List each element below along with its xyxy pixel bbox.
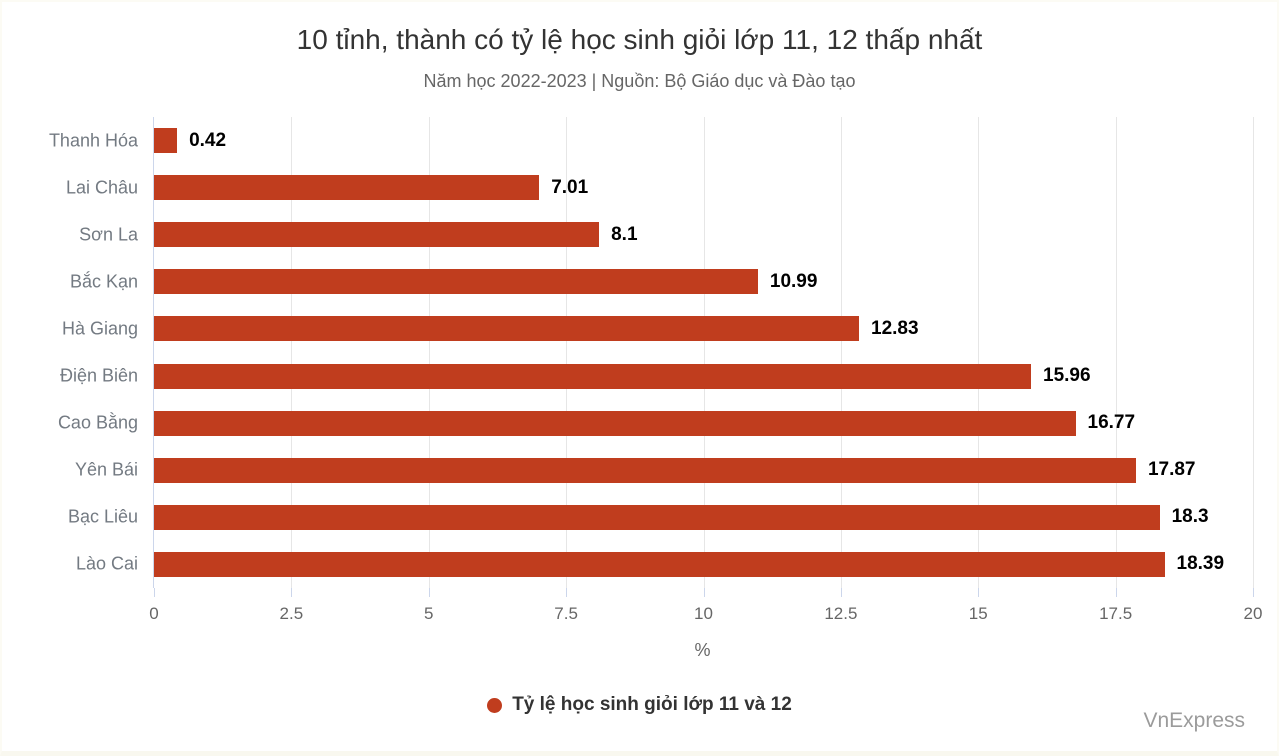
bar[interactable] xyxy=(154,128,178,154)
category-label: Sơn La xyxy=(79,224,138,245)
gridline xyxy=(291,117,293,588)
chart-title: 10 tỉnh, thành có tỷ lệ học sinh giỏi lớ… xyxy=(296,24,983,55)
value-label: 17.87 xyxy=(1147,459,1196,481)
x-axis-tick-label: 5 xyxy=(424,604,434,623)
x-axis-tick xyxy=(154,588,155,597)
category-label: Lào Cai xyxy=(75,553,138,574)
category-label: Bắc Kạn xyxy=(69,271,138,292)
chart-row: Bắc Kạn 10.99 xyxy=(70,258,1253,305)
x-axis-tick xyxy=(1253,588,1254,597)
value-label: 12.83 xyxy=(871,317,919,339)
bar[interactable] xyxy=(154,504,1160,530)
value-label: 16.77 xyxy=(1087,412,1136,434)
category-label: Thanh Hóa xyxy=(48,130,138,151)
category-label: Lai Châu xyxy=(65,177,138,198)
bar[interactable] xyxy=(154,222,600,248)
value-label: 15.96 xyxy=(1043,365,1091,387)
x-axis-tick-label: 17.5 xyxy=(1099,604,1133,623)
value-label: 18.39 xyxy=(1176,553,1225,575)
x-axis-tick xyxy=(291,588,293,597)
plot-area: 0 2.5 5 7.5 10 12.5 15 17.5 20 Thanh Hóa 0.42 Lai C… xyxy=(49,117,1262,623)
x-axis-tick-label: 7.5 xyxy=(554,604,578,623)
legend-item[interactable]: Tỷ lệ học sinh giỏi lớp 11 và 12 xyxy=(487,694,792,716)
x-axis-label: % xyxy=(694,640,711,660)
bar[interactable] xyxy=(154,457,1136,483)
x-axis-tick xyxy=(566,588,568,597)
value-label: 10.99 xyxy=(769,270,818,292)
x-axis-tick xyxy=(978,588,980,597)
gridline xyxy=(703,117,705,588)
bar[interactable] xyxy=(154,316,859,342)
x-axis-tick-label: 0 xyxy=(149,604,159,623)
value-label: 0.42 xyxy=(189,129,227,151)
bar[interactable] xyxy=(154,269,758,295)
chart-row: Hà Giang 12.83 xyxy=(62,305,1253,352)
category-label: Yên Bái xyxy=(74,459,138,480)
gridline xyxy=(428,117,430,588)
legend: Tỷ lệ học sinh giỏi lớp 11 và 12 xyxy=(2,694,1277,716)
chart-row: Thanh Hóa 0.42 xyxy=(49,117,1253,164)
x-axis-tick-label: 15 xyxy=(968,604,988,623)
x-axis-tick xyxy=(428,588,430,597)
x-axis-tick-label: 12.5 xyxy=(824,604,858,623)
chart-row: Lào Cai 18.39 xyxy=(76,541,1253,588)
bar[interactable] xyxy=(154,410,1076,436)
category-label: Điện Biên xyxy=(59,365,138,386)
value-label: 8.1 xyxy=(611,223,638,245)
x-axis-tick xyxy=(703,588,705,597)
chart-row: Bạc Liêu 18.3 xyxy=(68,494,1253,541)
gridline xyxy=(566,117,568,588)
chart-row: Yên Bái 17.87 xyxy=(75,447,1253,494)
chart-subtitle: Năm học 2022-2023 | Nguồn: Bộ Giáo dục v… xyxy=(423,71,856,91)
chart-row: Cao Bằng 16.77 xyxy=(58,400,1253,447)
value-label: 7.01 xyxy=(551,176,589,198)
legend-marker-circle-icon xyxy=(487,697,503,713)
gridline xyxy=(1115,117,1117,588)
x-axis-tick-label: 10 xyxy=(694,604,713,623)
watermark: VnExpress xyxy=(1143,709,1245,732)
chart-row: Lai Châu 7.01 xyxy=(66,164,1253,211)
x-axis-tick-label: 20 xyxy=(1243,604,1263,623)
legend-label: Tỷ lệ học sinh giỏi lớp 11 và 12 xyxy=(512,694,792,715)
gridline xyxy=(978,117,980,588)
gridline xyxy=(1253,117,1254,588)
category-label: Bạc Liêu xyxy=(67,506,138,527)
gridline xyxy=(840,117,842,588)
value-label: 18.3 xyxy=(1171,506,1209,528)
chart-row: Sơn La 8.1 xyxy=(79,211,1253,258)
category-label: Hà Giang xyxy=(61,318,138,339)
bar[interactable] xyxy=(154,175,540,201)
bar[interactable] xyxy=(154,363,1031,389)
x-axis-tick-label: 2.5 xyxy=(279,604,304,623)
x-axis-tick xyxy=(840,588,842,597)
category-label: Cao Bằng xyxy=(57,412,138,433)
x-axis-tick xyxy=(1115,588,1117,597)
bar[interactable] xyxy=(154,551,1165,577)
chart-row: Điện Biên 15.96 xyxy=(60,352,1253,399)
